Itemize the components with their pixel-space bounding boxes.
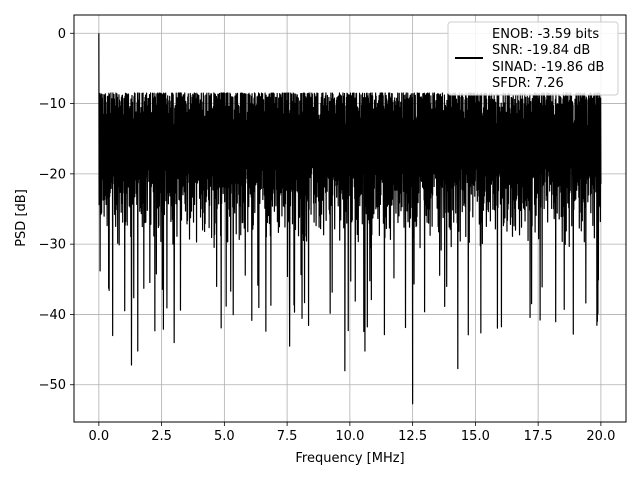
y-tick-label: −20 [39, 167, 66, 182]
y-tick-label: −30 [39, 238, 66, 253]
x-tick-label: 15.0 [461, 429, 490, 444]
x-axis-ticks: 0.0 2.5 5.0 7.5 10.0 12.5 15.0 17.5 20.0 [89, 422, 615, 444]
psd-trace [98, 33, 602, 405]
legend: ENOB: -3.59 bits SNR: -19.84 dB SINAD: -… [447, 21, 619, 96]
x-tick-label: 10.0 [335, 429, 364, 444]
x-tick-label: 7.5 [277, 429, 298, 444]
y-axis-label: PSD [dB] [14, 189, 29, 247]
y-axis-ticks: 0 −10 −20 −30 −40 −50 [39, 27, 74, 393]
x-axis-label: Frequency [MHz] [295, 451, 404, 466]
legend-sinad: SINAD: -19.86 dB [492, 60, 604, 75]
y-tick-label: 0 [58, 27, 66, 42]
x-tick-label: 17.5 [524, 429, 553, 444]
x-tick-label: 0.0 [89, 429, 110, 444]
x-tick-label: 12.5 [398, 429, 427, 444]
y-tick-label: −40 [39, 308, 66, 323]
legend-sfdr: SFDR: 7.26 [492, 76, 564, 91]
y-tick-label: −50 [39, 378, 66, 393]
x-tick-label: 20.0 [586, 429, 615, 444]
x-tick-label: 2.5 [151, 429, 172, 444]
psd-series-line [98, 33, 602, 405]
y-tick-label: −10 [39, 97, 66, 112]
legend-enob: ENOB: -3.59 bits [492, 27, 599, 42]
legend-box [447, 21, 619, 96]
legend-snr: SNR: -19.84 dB [492, 43, 590, 58]
x-tick-label: 5.0 [214, 429, 235, 444]
